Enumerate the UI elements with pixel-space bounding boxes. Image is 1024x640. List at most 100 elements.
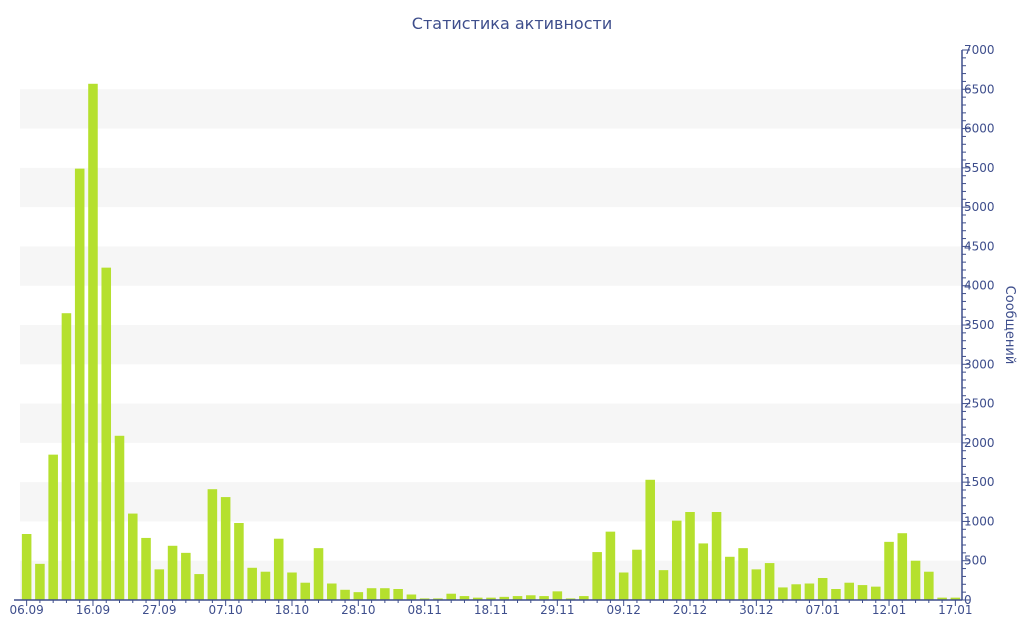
bar[interactable] — [207, 489, 218, 600]
bar[interactable] — [366, 588, 377, 600]
bar[interactable] — [327, 583, 337, 601]
bar[interactable] — [618, 572, 629, 601]
bar[interactable] — [247, 567, 257, 600]
bar[interactable] — [565, 598, 576, 600]
bar[interactable] — [446, 593, 456, 600]
bar[interactable] — [645, 479, 655, 600]
bar[interactable] — [433, 598, 443, 600]
x-tick-label: 28.10 — [341, 603, 375, 617]
x-tick-label: 20.12 — [673, 603, 707, 617]
x-tick-label: 18.11 — [474, 603, 508, 617]
bar[interactable] — [313, 548, 324, 600]
bar[interactable] — [539, 596, 549, 600]
bar[interactable] — [579, 596, 589, 600]
bar[interactable] — [605, 531, 616, 600]
bar[interactable] — [751, 569, 762, 600]
x-tick-label: 16.09 — [76, 603, 110, 617]
y-tick-label: 500 — [964, 554, 987, 568]
bar[interactable] — [526, 595, 536, 600]
y-tick-label: 0 — [964, 593, 972, 607]
x-tick-label: 07.10 — [208, 603, 242, 617]
bar[interactable] — [273, 538, 284, 600]
grid-band — [20, 89, 962, 129]
bar[interactable] — [220, 497, 231, 600]
bar[interactable] — [499, 596, 510, 600]
bar[interactable] — [804, 583, 815, 601]
bar[interactable] — [300, 582, 311, 600]
bar[interactable] — [48, 454, 58, 600]
chart-title: Статистика активности — [411, 14, 613, 33]
bar[interactable] — [910, 560, 921, 600]
tick-labels: 0 500 1000 1500 2000 2500 3000 3500 4000 4500 5000… — [9, 43, 1017, 617]
bar[interactable] — [658, 570, 669, 600]
bar[interactable] — [472, 597, 483, 600]
bar[interactable] — [393, 589, 403, 600]
bar[interactable] — [897, 533, 908, 600]
bar[interactable] — [380, 588, 390, 600]
bar[interactable] — [141, 537, 151, 600]
bar[interactable] — [340, 589, 350, 600]
bar[interactable] — [857, 585, 868, 600]
bar[interactable] — [698, 543, 709, 600]
bar[interactable] — [21, 534, 32, 600]
bar[interactable] — [419, 598, 430, 600]
bar[interactable] — [167, 545, 178, 600]
bar[interactable] — [459, 596, 470, 600]
bar[interactable] — [711, 512, 722, 600]
bar[interactable] — [924, 571, 934, 600]
x-tick-label: 09.12 — [606, 603, 640, 617]
bar[interactable] — [61, 313, 72, 600]
bar[interactable] — [950, 597, 961, 600]
bar[interactable] — [101, 267, 112, 600]
bar[interactable] — [831, 589, 841, 600]
bar[interactable] — [764, 563, 775, 600]
bar[interactable] — [791, 584, 801, 600]
bar[interactable] — [512, 596, 523, 600]
x-tick-label: 18.10 — [275, 603, 309, 617]
y-tick-label: 3000 — [964, 357, 995, 371]
bar[interactable] — [844, 582, 855, 600]
bar[interactable] — [738, 548, 748, 600]
bar[interactable] — [260, 571, 271, 600]
y-tick-label: 2500 — [964, 397, 995, 411]
bar[interactable] — [114, 435, 125, 600]
bar[interactable] — [685, 512, 695, 600]
bar[interactable] — [35, 563, 45, 600]
y-tick-label: 5500 — [964, 161, 995, 175]
x-tick-label: 27.09 — [142, 603, 176, 617]
bar[interactable] — [234, 523, 244, 600]
grid-band — [20, 246, 962, 286]
bar[interactable] — [817, 578, 828, 600]
x-tick-label: 30.12 — [739, 603, 773, 617]
bar[interactable] — [353, 592, 364, 600]
y-tick-label: 1500 — [964, 475, 995, 489]
bar[interactable] — [671, 520, 682, 600]
bar[interactable] — [884, 541, 894, 600]
bar[interactable] — [88, 83, 98, 601]
y-tick-label: 7000 — [964, 43, 995, 57]
bar[interactable] — [592, 552, 602, 600]
bar[interactable] — [486, 597, 496, 600]
bar[interactable] — [181, 552, 191, 600]
bar[interactable] — [937, 597, 947, 600]
bar[interactable] — [74, 168, 85, 600]
bar[interactable] — [870, 586, 881, 600]
x-tick-label: 12.01 — [872, 603, 906, 617]
x-tick-label: 17.01 — [938, 603, 972, 617]
bar[interactable] — [778, 587, 788, 600]
bar[interactable] — [725, 556, 735, 600]
bar[interactable] — [154, 569, 165, 600]
x-tick-label: 06.09 — [9, 603, 43, 617]
bar[interactable] — [127, 513, 138, 600]
y-tick-label: 6500 — [964, 82, 995, 96]
bar[interactable] — [632, 549, 642, 600]
axes — [14, 49, 970, 606]
y-tick-label: 5000 — [964, 200, 995, 214]
grid-band — [20, 482, 962, 522]
bar[interactable] — [287, 572, 297, 601]
bar[interactable] — [552, 591, 563, 600]
bar[interactable] — [194, 574, 204, 600]
x-tick-label: 07.01 — [806, 603, 840, 617]
bars — [21, 83, 961, 601]
bar[interactable] — [406, 594, 417, 601]
